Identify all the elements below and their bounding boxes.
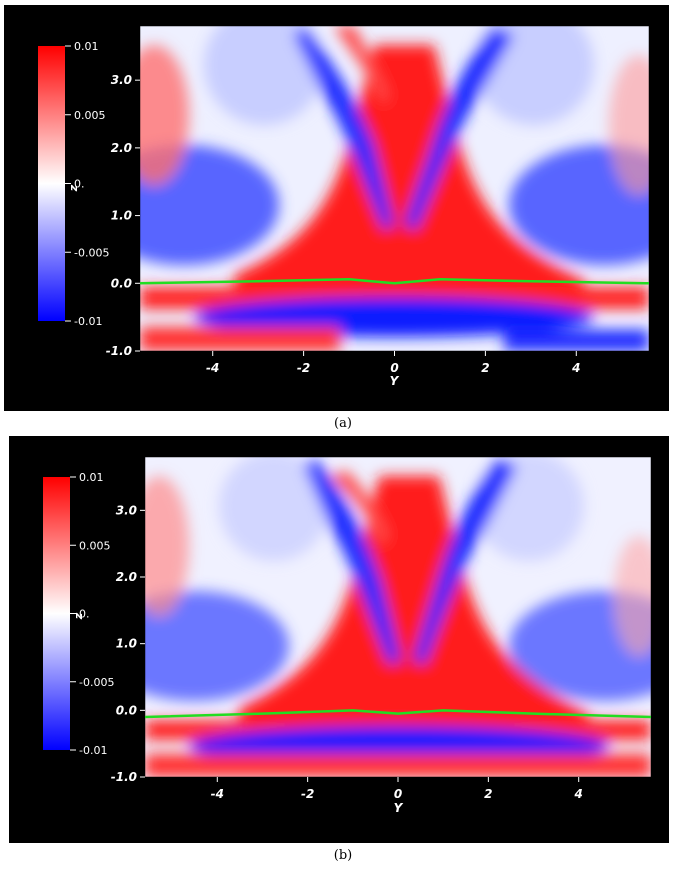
- colorbar-tick-label: -0.005: [79, 676, 114, 689]
- interface-line-b: [144, 709, 652, 719]
- figure-panel-b: 0.01 0.005 0. -0.005 -0.01 -1.0 0.0 1.0 2.0 3.0 …: [9, 436, 669, 843]
- colorbar-tick-label: 0.: [74, 178, 85, 191]
- colorbar-b: [43, 477, 70, 750]
- y-tick-label: 1.0: [111, 209, 132, 223]
- colorbar-label-b: z: [72, 612, 85, 620]
- field-a: [140, 26, 649, 351]
- colorbar-tick-label: 0.01: [79, 471, 104, 484]
- y-tick-label: 3.0: [111, 73, 132, 87]
- x-tick-label: 4: [574, 787, 583, 801]
- field-b: [145, 457, 651, 777]
- y-tick-label: 1.0: [116, 637, 137, 651]
- colorbar-tick-label: 0.01: [74, 40, 99, 53]
- y-tick-label: -1.0: [106, 344, 132, 358]
- colorbar-a: [38, 46, 65, 321]
- caption-a: (a): [334, 416, 352, 431]
- colorbar-tick-label: 0.005: [79, 539, 111, 552]
- colorbar-tick-label: 0.: [79, 608, 90, 621]
- x-axis-label-a: Y: [390, 374, 400, 388]
- x-axis-label-b: Y: [394, 801, 404, 815]
- caption-b: (b): [333, 848, 353, 863]
- interface-line: [139, 277, 650, 285]
- y-tick-label: 3.0: [116, 503, 137, 517]
- x-tick-label: 0: [390, 361, 398, 375]
- y-tick-label: -1.0: [111, 770, 137, 784]
- y-tick-label: 2.0: [116, 570, 137, 584]
- colorbar-tick-label: -0.005: [74, 246, 109, 259]
- y-tick-label: 0.0: [116, 703, 137, 717]
- x-tick-label: -4: [206, 361, 219, 375]
- interface-line: [144, 709, 652, 719]
- colorbar-tick-label: 0.005: [74, 109, 106, 122]
- x-tick-label: 0: [394, 787, 402, 801]
- y-tick-label: 2.0: [111, 141, 132, 155]
- colorbar-tick-label: -0.01: [79, 744, 107, 757]
- y-tick-label: 0.0: [111, 276, 132, 290]
- colorbar-tick-label: -0.01: [74, 315, 102, 328]
- x-tick-label: 4: [571, 361, 580, 375]
- figure-panel-a: 0.01 0.005 0. -0.005 -0.01 -1.0 0.0 1.0 2.0 3.0 …: [4, 5, 669, 411]
- interface-line-a: [139, 277, 650, 285]
- colorbar-label-a: z: [67, 184, 80, 192]
- x-tick-label: 2: [481, 361, 489, 375]
- x-tick-label: -4: [211, 787, 224, 801]
- x-tick-label: -2: [301, 787, 314, 801]
- x-tick-label: 2: [484, 787, 492, 801]
- x-tick-label: -2: [297, 361, 310, 375]
